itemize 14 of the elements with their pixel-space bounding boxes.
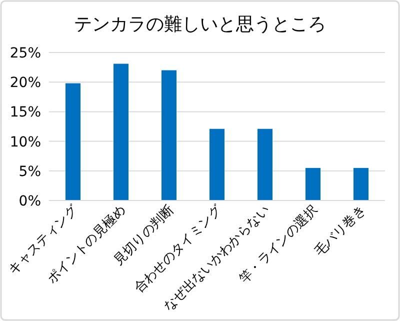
bar [354,168,368,200]
y-tick-label: 25% [10,46,41,62]
bar [66,83,80,200]
chart-title: テンカラの難しいと思うところ [74,14,326,35]
bar [258,128,272,200]
bar [210,128,224,200]
y-tick-label: 20% [10,75,41,92]
bar [306,168,320,200]
y-tick-label: 0% [18,194,41,210]
bar [162,70,176,200]
y-tick-label: 10% [10,134,41,150]
y-tick-label: 15% [10,104,41,121]
y-tick-label: 5% [18,164,41,180]
bar [114,64,128,200]
